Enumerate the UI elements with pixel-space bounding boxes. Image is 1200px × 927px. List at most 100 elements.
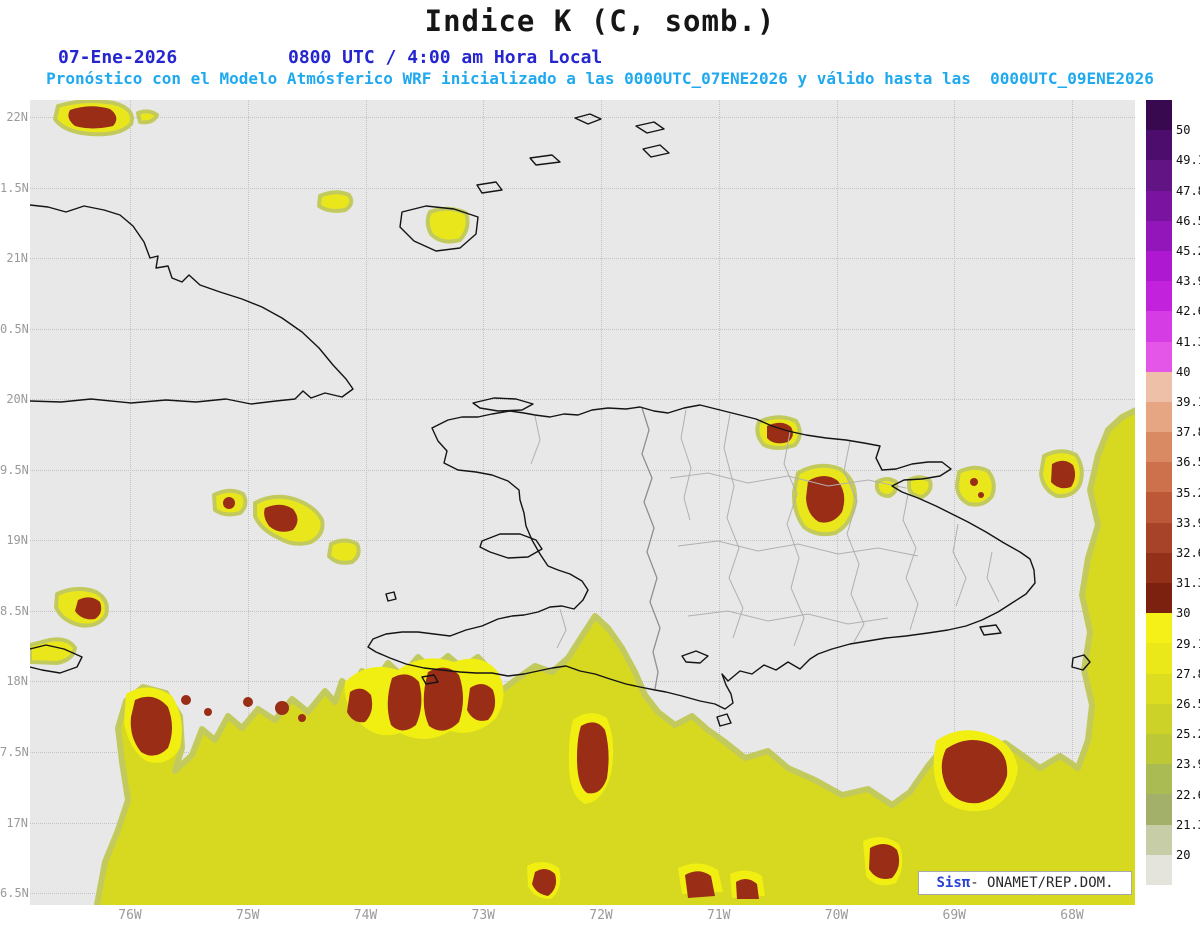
- high-core: [181, 695, 191, 705]
- colorbar-cell: [1146, 703, 1172, 734]
- high-core: [806, 476, 845, 523]
- high-core: [243, 697, 253, 707]
- colorbar-cell: [1146, 673, 1172, 704]
- province-line: [952, 523, 967, 607]
- colorbar-tick-label: 25.2: [1176, 727, 1200, 742]
- coastline-ile-a-vache: [421, 674, 439, 685]
- lon-tick-label: 72W: [589, 908, 613, 923]
- coastline-navassa-island: [385, 591, 397, 602]
- colorbar-tick-label: 29.1: [1176, 636, 1200, 651]
- colorbar-tick-label: 42.6: [1176, 304, 1200, 319]
- lake-enriquillo-outline: [681, 650, 709, 664]
- colorbar-tick-label: 27.8: [1176, 666, 1200, 681]
- coastline-great-inagua: [399, 205, 479, 252]
- colorbar-cell: [1146, 854, 1172, 885]
- high-core: [532, 868, 557, 896]
- colorbar-tick-label: 36.5: [1176, 455, 1200, 470]
- colorbar-tick-label: 31.3: [1176, 576, 1200, 591]
- colorbar-cell: [1146, 794, 1172, 825]
- coastline-bahamas-island: [635, 121, 665, 134]
- high-core: [423, 667, 463, 731]
- high-core: [577, 722, 609, 794]
- high-core: [736, 878, 759, 899]
- colorbar-tick-label: 35.2: [1176, 485, 1200, 500]
- coastline-tortue-island: [472, 397, 534, 412]
- forecast-date: 07-Ene-2026: [58, 47, 178, 68]
- k-field-layer: [30, 100, 1135, 905]
- colorbar-cell: [1146, 281, 1172, 312]
- high-core: [685, 871, 715, 898]
- colorbar-tick-label: 26.5: [1176, 697, 1200, 711]
- gridline-lat: [30, 610, 1135, 612]
- k-field-high-cores: [130, 667, 1008, 899]
- gridline-lat: [30, 328, 1135, 330]
- map-canvas: [30, 100, 1135, 905]
- branding-box: Sisπ- ONAMET/REP.DOM.: [918, 871, 1132, 895]
- coastline-beata-island: [716, 713, 732, 727]
- gridline-lon: [1072, 100, 1073, 905]
- lat-tick-label: 19N: [6, 533, 28, 548]
- lat-tick-label: 0.5N: [0, 321, 29, 336]
- k-blob: [136, 109, 159, 125]
- colorbar-tick-label: 43.9: [1176, 274, 1200, 289]
- gridline-lat: [30, 540, 1135, 542]
- k-blob: [425, 206, 470, 244]
- gridline-lat: [30, 399, 1135, 401]
- k-blob: [327, 538, 361, 565]
- colorbar-tick-label: 33.9: [1176, 515, 1200, 530]
- high-core: [204, 708, 212, 716]
- lat-tick-label: 17N: [6, 815, 28, 830]
- map-plot-area: Sisπ- ONAMET/REP.DOM.: [30, 100, 1135, 905]
- province-line: [783, 431, 805, 647]
- lon-tick-label: 68W: [1060, 908, 1084, 923]
- branding-org: - ONAMET/REP.DOM.: [970, 875, 1114, 891]
- haiti-dr-border: [641, 407, 661, 690]
- high-core: [298, 714, 306, 722]
- lon-tick-label: 69W: [942, 908, 966, 923]
- colorbar-cell: [1146, 733, 1172, 765]
- colorbar-cell: [1146, 160, 1172, 191]
- gridline-lon: [365, 100, 367, 905]
- high-core: [275, 701, 289, 715]
- colorbar-cell: [1146, 371, 1172, 402]
- colorbar-tick-label: 47.8: [1176, 183, 1200, 198]
- colorbar: [1146, 100, 1172, 885]
- province-line: [843, 440, 865, 643]
- gridline-lon: [601, 100, 602, 905]
- province-line: [687, 610, 889, 625]
- national-border-layer: [641, 407, 661, 690]
- gridline-lat: [30, 258, 1135, 260]
- colorbar-cell: [1146, 643, 1172, 674]
- lat-tick-label: 22N: [6, 110, 28, 124]
- high-core: [223, 497, 235, 509]
- k-blob: [30, 637, 77, 665]
- province-line: [986, 551, 1000, 603]
- colorbar-tick-label: 23.9: [1176, 757, 1200, 772]
- lat-tick-label: 20N: [6, 392, 28, 407]
- k-field-main-mass: [93, 407, 1135, 905]
- high-core: [347, 688, 373, 723]
- coastline-bahamas-island: [529, 154, 561, 166]
- lat-tick-label: 18N: [6, 674, 28, 689]
- colorbar-cell: [1146, 492, 1172, 523]
- lon-tick-label: 75W: [236, 908, 260, 923]
- colorbar-cell: [1146, 130, 1172, 161]
- k-blob: [955, 465, 996, 507]
- lat-tick-label: 7.5N: [0, 744, 29, 759]
- coastline-cuba: [30, 204, 354, 405]
- k-blob: [317, 190, 354, 213]
- lat-tick-label: 1.5N: [0, 180, 29, 195]
- colorbar-cell: [1146, 824, 1172, 855]
- colorbar-cell: [1146, 613, 1172, 644]
- province-line: [677, 540, 919, 557]
- high-core: [68, 106, 117, 129]
- k-field-isolated-blobs: [30, 100, 1084, 665]
- gridline-lon: [130, 100, 131, 905]
- high-core: [75, 597, 102, 620]
- province-line: [723, 413, 744, 639]
- coastline-little-inagua: [476, 181, 503, 194]
- gridline-lat: [30, 187, 1135, 189]
- colorbar-cell: [1146, 522, 1172, 553]
- gridline-lat: [30, 117, 1135, 118]
